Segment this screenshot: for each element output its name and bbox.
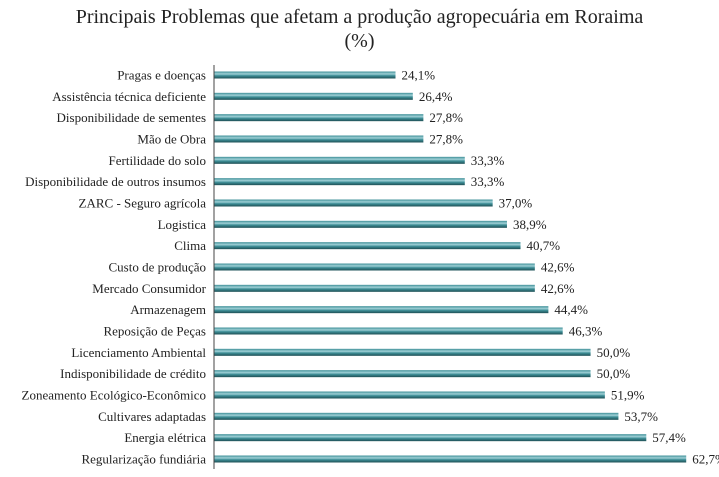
data-label: 44,4% <box>554 302 588 317</box>
category-label: Indisponibilidade de crédito <box>60 366 206 381</box>
category-label: Disponibilidade de sementes <box>57 110 206 125</box>
category-label: Cultivares adaptadas <box>98 409 206 424</box>
bar <box>214 220 507 228</box>
bar <box>214 455 687 463</box>
bar <box>214 391 605 399</box>
data-label: 50,0% <box>597 345 631 360</box>
bar <box>214 71 396 79</box>
category-label: Assistência técnica deficiente <box>52 89 206 104</box>
category-label: Zoneamento Ecológico-Econômico <box>22 388 206 403</box>
bar <box>214 92 413 100</box>
bar <box>214 178 465 186</box>
data-label: 42,6% <box>541 281 575 296</box>
bar <box>214 135 424 143</box>
data-label: 46,3% <box>569 324 603 339</box>
category-label: Mercado Consumidor <box>92 281 206 296</box>
data-label: 33,3% <box>471 153 505 168</box>
data-label: 42,6% <box>541 260 575 275</box>
category-label: ZARC - Seguro agrícola <box>79 196 207 211</box>
category-label: Logistica <box>158 217 207 232</box>
category-label: Pragas e doenças <box>117 68 206 83</box>
data-label: 51,9% <box>611 388 645 403</box>
data-label: 57,4% <box>652 430 686 445</box>
bar <box>214 284 535 292</box>
data-label: 38,9% <box>513 217 547 232</box>
category-label: Custo de produção <box>109 260 206 275</box>
data-label: 33,3% <box>471 174 505 189</box>
bar <box>214 242 521 250</box>
data-label: 26,4% <box>419 89 453 104</box>
category-label: Disponibilidade de outros insumos <box>25 174 206 189</box>
bar <box>214 370 591 378</box>
data-label: 27,8% <box>429 110 463 125</box>
category-label: Armazenagem <box>130 302 206 317</box>
bar <box>214 348 591 356</box>
category-label: Regularização fundiária <box>81 452 206 467</box>
data-label: 27,8% <box>429 132 463 147</box>
category-label: Mão de Obra <box>137 132 206 147</box>
category-label: Clima <box>174 238 206 253</box>
bar <box>214 156 465 164</box>
chart-title-unit: (%) <box>344 30 375 52</box>
bar <box>214 434 647 442</box>
category-label: Energia elétrica <box>124 430 206 445</box>
category-label: Licenciamento Ambiental <box>71 345 206 360</box>
data-label: 37,0% <box>499 196 533 211</box>
bar <box>214 327 563 335</box>
data-label: 24,1% <box>402 68 436 83</box>
data-label: 50,0% <box>597 366 631 381</box>
category-label: Fertilidade do solo <box>109 153 207 168</box>
category-label: Reposição de Peças <box>103 324 206 339</box>
data-label: 40,7% <box>527 238 561 253</box>
data-label: 53,7% <box>624 409 658 424</box>
bar <box>214 114 424 122</box>
chart-title: Principais Problemas que afetam a produç… <box>75 6 644 28</box>
bar <box>214 263 535 271</box>
bar <box>214 306 549 314</box>
data-label: 62,7% <box>692 452 719 467</box>
bar <box>214 199 493 207</box>
bar <box>214 412 619 420</box>
